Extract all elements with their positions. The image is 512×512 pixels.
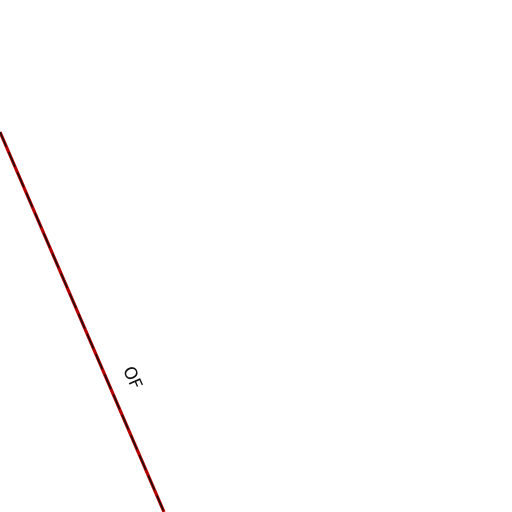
boundary-line-dashes: [0, 131, 165, 512]
boundary-line: [0, 131, 166, 512]
